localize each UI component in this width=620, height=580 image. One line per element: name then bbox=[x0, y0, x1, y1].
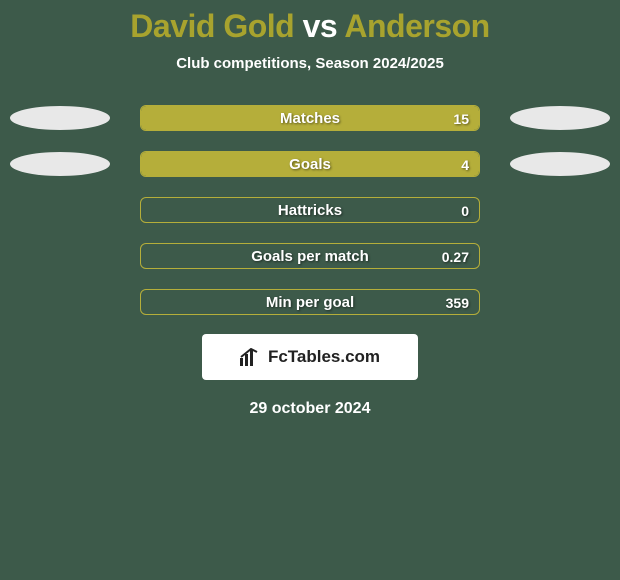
stat-rows: Matches15 Goals4 Hattricks0 Goals per match… bbox=[0, 104, 620, 316]
stat-row: Hattricks0 bbox=[0, 196, 620, 224]
date-text: 29 october 2024 bbox=[0, 400, 620, 418]
player1-badge bbox=[10, 106, 110, 130]
player1-badge bbox=[10, 152, 110, 176]
player2-badge bbox=[510, 152, 610, 176]
player1-name: David Gold bbox=[130, 8, 294, 44]
stat-bar-track: Min per goal359 bbox=[140, 289, 480, 315]
stat-value: 0 bbox=[461, 203, 469, 219]
stat-bar-track: Goals per match0.27 bbox=[140, 243, 480, 269]
stat-value: 0.27 bbox=[442, 249, 469, 265]
subtitle: Club competitions, Season 2024/2025 bbox=[0, 55, 620, 72]
stat-bar-track: Goals4 bbox=[140, 151, 480, 177]
chart-icon bbox=[240, 348, 262, 366]
stat-row: Matches15 bbox=[0, 104, 620, 132]
vs-label: vs bbox=[303, 8, 338, 44]
stat-value: 15 bbox=[453, 111, 469, 127]
stat-label: Goals bbox=[141, 156, 479, 173]
stat-label: Hattricks bbox=[141, 202, 479, 219]
stat-label: Matches bbox=[141, 110, 479, 127]
stat-bar-track: Matches15 bbox=[140, 105, 480, 131]
stat-label: Min per goal bbox=[141, 294, 479, 311]
brand-box: FcTables.com bbox=[202, 334, 418, 380]
stat-value: 359 bbox=[446, 295, 469, 311]
stat-row: Min per goal359 bbox=[0, 288, 620, 316]
stat-row: Goals4 bbox=[0, 150, 620, 178]
comparison-card: David Gold vs Anderson Club competitions… bbox=[0, 0, 620, 418]
player2-badge bbox=[510, 106, 610, 130]
stat-value: 4 bbox=[461, 157, 469, 173]
stat-row: Goals per match0.27 bbox=[0, 242, 620, 270]
stat-label: Goals per match bbox=[141, 248, 479, 265]
stat-bar-track: Hattricks0 bbox=[140, 197, 480, 223]
title: David Gold vs Anderson bbox=[0, 8, 620, 45]
player2-name: Anderson bbox=[344, 8, 489, 44]
brand-text: FcTables.com bbox=[268, 347, 380, 367]
